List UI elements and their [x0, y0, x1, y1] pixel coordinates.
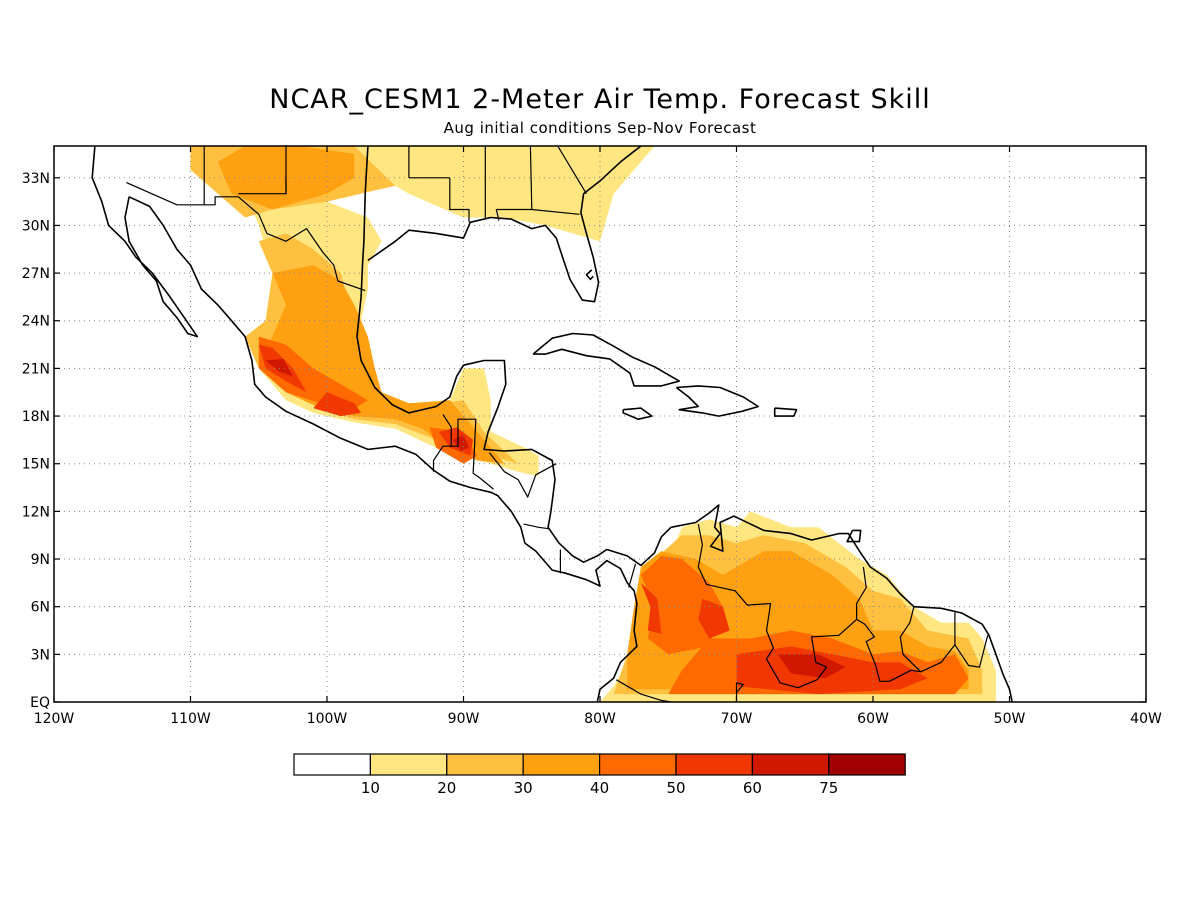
colorbar-label: 75	[819, 779, 838, 797]
country-border	[432, 418, 477, 472]
x-tick-label: 60W	[857, 711, 889, 727]
x-tick-label: 90W	[448, 711, 480, 727]
country-border	[203, 146, 366, 292]
country-border	[488, 452, 557, 498]
skill-region-level-3	[258, 265, 505, 464]
country-border	[735, 682, 744, 702]
y-tick-label: 33N	[22, 171, 50, 187]
country-border	[495, 146, 533, 221]
colorbar-label: 40	[590, 779, 609, 797]
skill-region-level-5	[640, 582, 662, 634]
country-border	[855, 566, 921, 682]
map-subtitle: Aug initial conditions Sep-Nov Forecast	[443, 119, 757, 137]
gridlines	[54, 146, 1146, 702]
x-tick-label: 70W	[721, 711, 753, 727]
axis-labels: 120W 110W 100W 90W 80W 70W 60W 50W 40W EQ 3N 6N 9N 12…	[22, 146, 1162, 727]
country-border	[954, 635, 989, 668]
y-tick-label: 21N	[22, 361, 50, 377]
x-tick-label: 100W	[307, 711, 348, 727]
country-border	[899, 606, 956, 673]
skill-region-level-6	[777, 654, 846, 679]
y-tick-label: 27N	[22, 266, 50, 282]
x-tick-label: 40W	[1130, 711, 1162, 727]
country-border	[523, 523, 550, 530]
colorbar-swatch	[828, 753, 906, 776]
skill-region-level-4	[640, 555, 723, 655]
colorbar-swatch	[522, 753, 601, 776]
coastline	[846, 529, 862, 543]
country-border	[557, 146, 587, 195]
y-tick-label: 12N	[22, 504, 50, 520]
skill-region-level-1	[94, 146, 655, 242]
skill-region-level-5	[313, 392, 362, 417]
x-tick-label: 80W	[584, 711, 616, 727]
country-border	[449, 177, 470, 223]
coastlines	[91, 146, 1013, 702]
y-tick-label: 9N	[31, 552, 50, 568]
coastline	[91, 146, 199, 338]
country-border	[531, 208, 580, 215]
coastline	[675, 385, 760, 417]
country-border	[472, 449, 494, 490]
skill-region-level-5	[698, 598, 730, 639]
skill-shading-layer	[94, 146, 996, 702]
country-border	[628, 563, 637, 588]
political-borders	[126, 146, 989, 702]
coastline	[532, 332, 681, 387]
y-tick-label: 3N	[31, 647, 50, 663]
x-tick-label: 120W	[34, 711, 75, 727]
colorbar-label: 10	[361, 779, 380, 797]
colorbar-swatch	[675, 753, 754, 776]
colorbar: 10 20 30 40 50 60 75	[293, 753, 906, 797]
x-tick-label: 50W	[994, 711, 1026, 727]
country-border	[126, 181, 205, 206]
y-tick-label: 6N	[31, 600, 50, 616]
coastline	[585, 269, 594, 281]
x-tick-label: 110W	[170, 711, 211, 727]
skill-region-level-6	[452, 435, 469, 451]
country-border	[616, 679, 672, 702]
colorbar-swatch	[446, 753, 524, 776]
coastline	[367, 146, 642, 303]
colorbar-swatch	[751, 753, 830, 776]
y-tick-label: EQ	[30, 695, 50, 711]
country-border	[780, 618, 858, 689]
y-tick-label: 30N	[22, 218, 50, 234]
colorbar-swatch	[598, 753, 677, 776]
coastline	[128, 196, 638, 702]
country-border	[442, 414, 452, 447]
map-title: NCAR_CESM1 2-Meter Air Temp. Forecast Sk…	[269, 84, 931, 115]
colorbar-swatch	[293, 753, 372, 776]
coastline	[622, 407, 653, 421]
skill-region-level-6	[265, 358, 293, 377]
y-tick-label: 18N	[22, 409, 50, 425]
colorbar-label: 20	[437, 779, 456, 797]
colorbar-label: 60	[743, 779, 762, 797]
coastline	[356, 146, 1013, 702]
coastline	[773, 407, 798, 417]
y-tick-label: 24N	[22, 314, 50, 330]
colorbar-label: 50	[666, 779, 685, 797]
y-tick-label: 15N	[22, 457, 50, 473]
colorbar-label: 30	[514, 779, 533, 797]
skill-region-level-4	[258, 336, 368, 413]
country-border	[697, 523, 781, 684]
colorbar-swatch	[369, 753, 448, 776]
